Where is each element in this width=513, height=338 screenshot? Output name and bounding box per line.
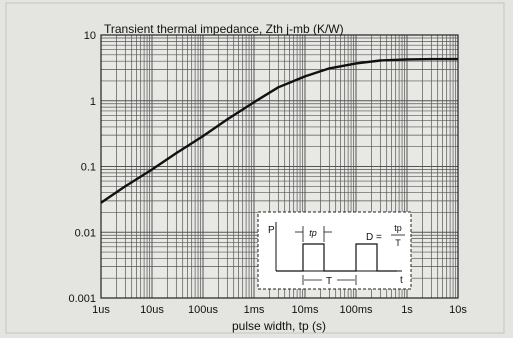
- plot-border: [100, 34, 459, 299]
- x-tick-label: 10us: [140, 304, 164, 316]
- inset-duty-lhs: D =: [366, 232, 382, 243]
- y-tick-label: 0.001: [68, 293, 96, 305]
- y-tick-label: 1: [90, 96, 96, 108]
- inset-period-label: T: [326, 276, 332, 287]
- figure-frame: [5, 2, 505, 334]
- inset-time-label: t: [400, 275, 403, 286]
- y-tick-label: 0.1: [81, 162, 96, 174]
- x-tick-label: 10ms: [292, 304, 319, 316]
- inset-duty-numerator: tp: [394, 223, 402, 233]
- inset-diagram: P tp T t D = tp T: [257, 211, 412, 290]
- tick-labels: 1us 10us 100us 1ms 10ms 100ms 1s 10s 10 1 0.1 0.01 0…: [68, 30, 467, 316]
- x-tick-label: 1ms: [244, 304, 265, 316]
- inset-duty-denominator: T: [395, 238, 401, 248]
- x-tick-label: 100ms: [339, 304, 373, 316]
- x-tick-label: 1us: [92, 304, 110, 316]
- y-tick-label: 0.01: [75, 227, 96, 239]
- x-axis-label: pulse width, tp (s): [232, 319, 326, 333]
- inset-tp-label: tp: [309, 228, 317, 238]
- inset-p-label: P: [268, 225, 275, 236]
- chart-title: Transient thermal impedance, Zth j-mb (K…: [104, 22, 344, 36]
- x-tick-label: 10s: [449, 304, 467, 316]
- inset-frame: [257, 211, 412, 290]
- x-tick-label: 100us: [188, 304, 218, 316]
- x-tick-label: 1s: [401, 304, 413, 316]
- series-line: [100, 57, 458, 204]
- inset-pulse-train: [276, 243, 397, 272]
- y-tick-label: 10: [84, 30, 96, 42]
